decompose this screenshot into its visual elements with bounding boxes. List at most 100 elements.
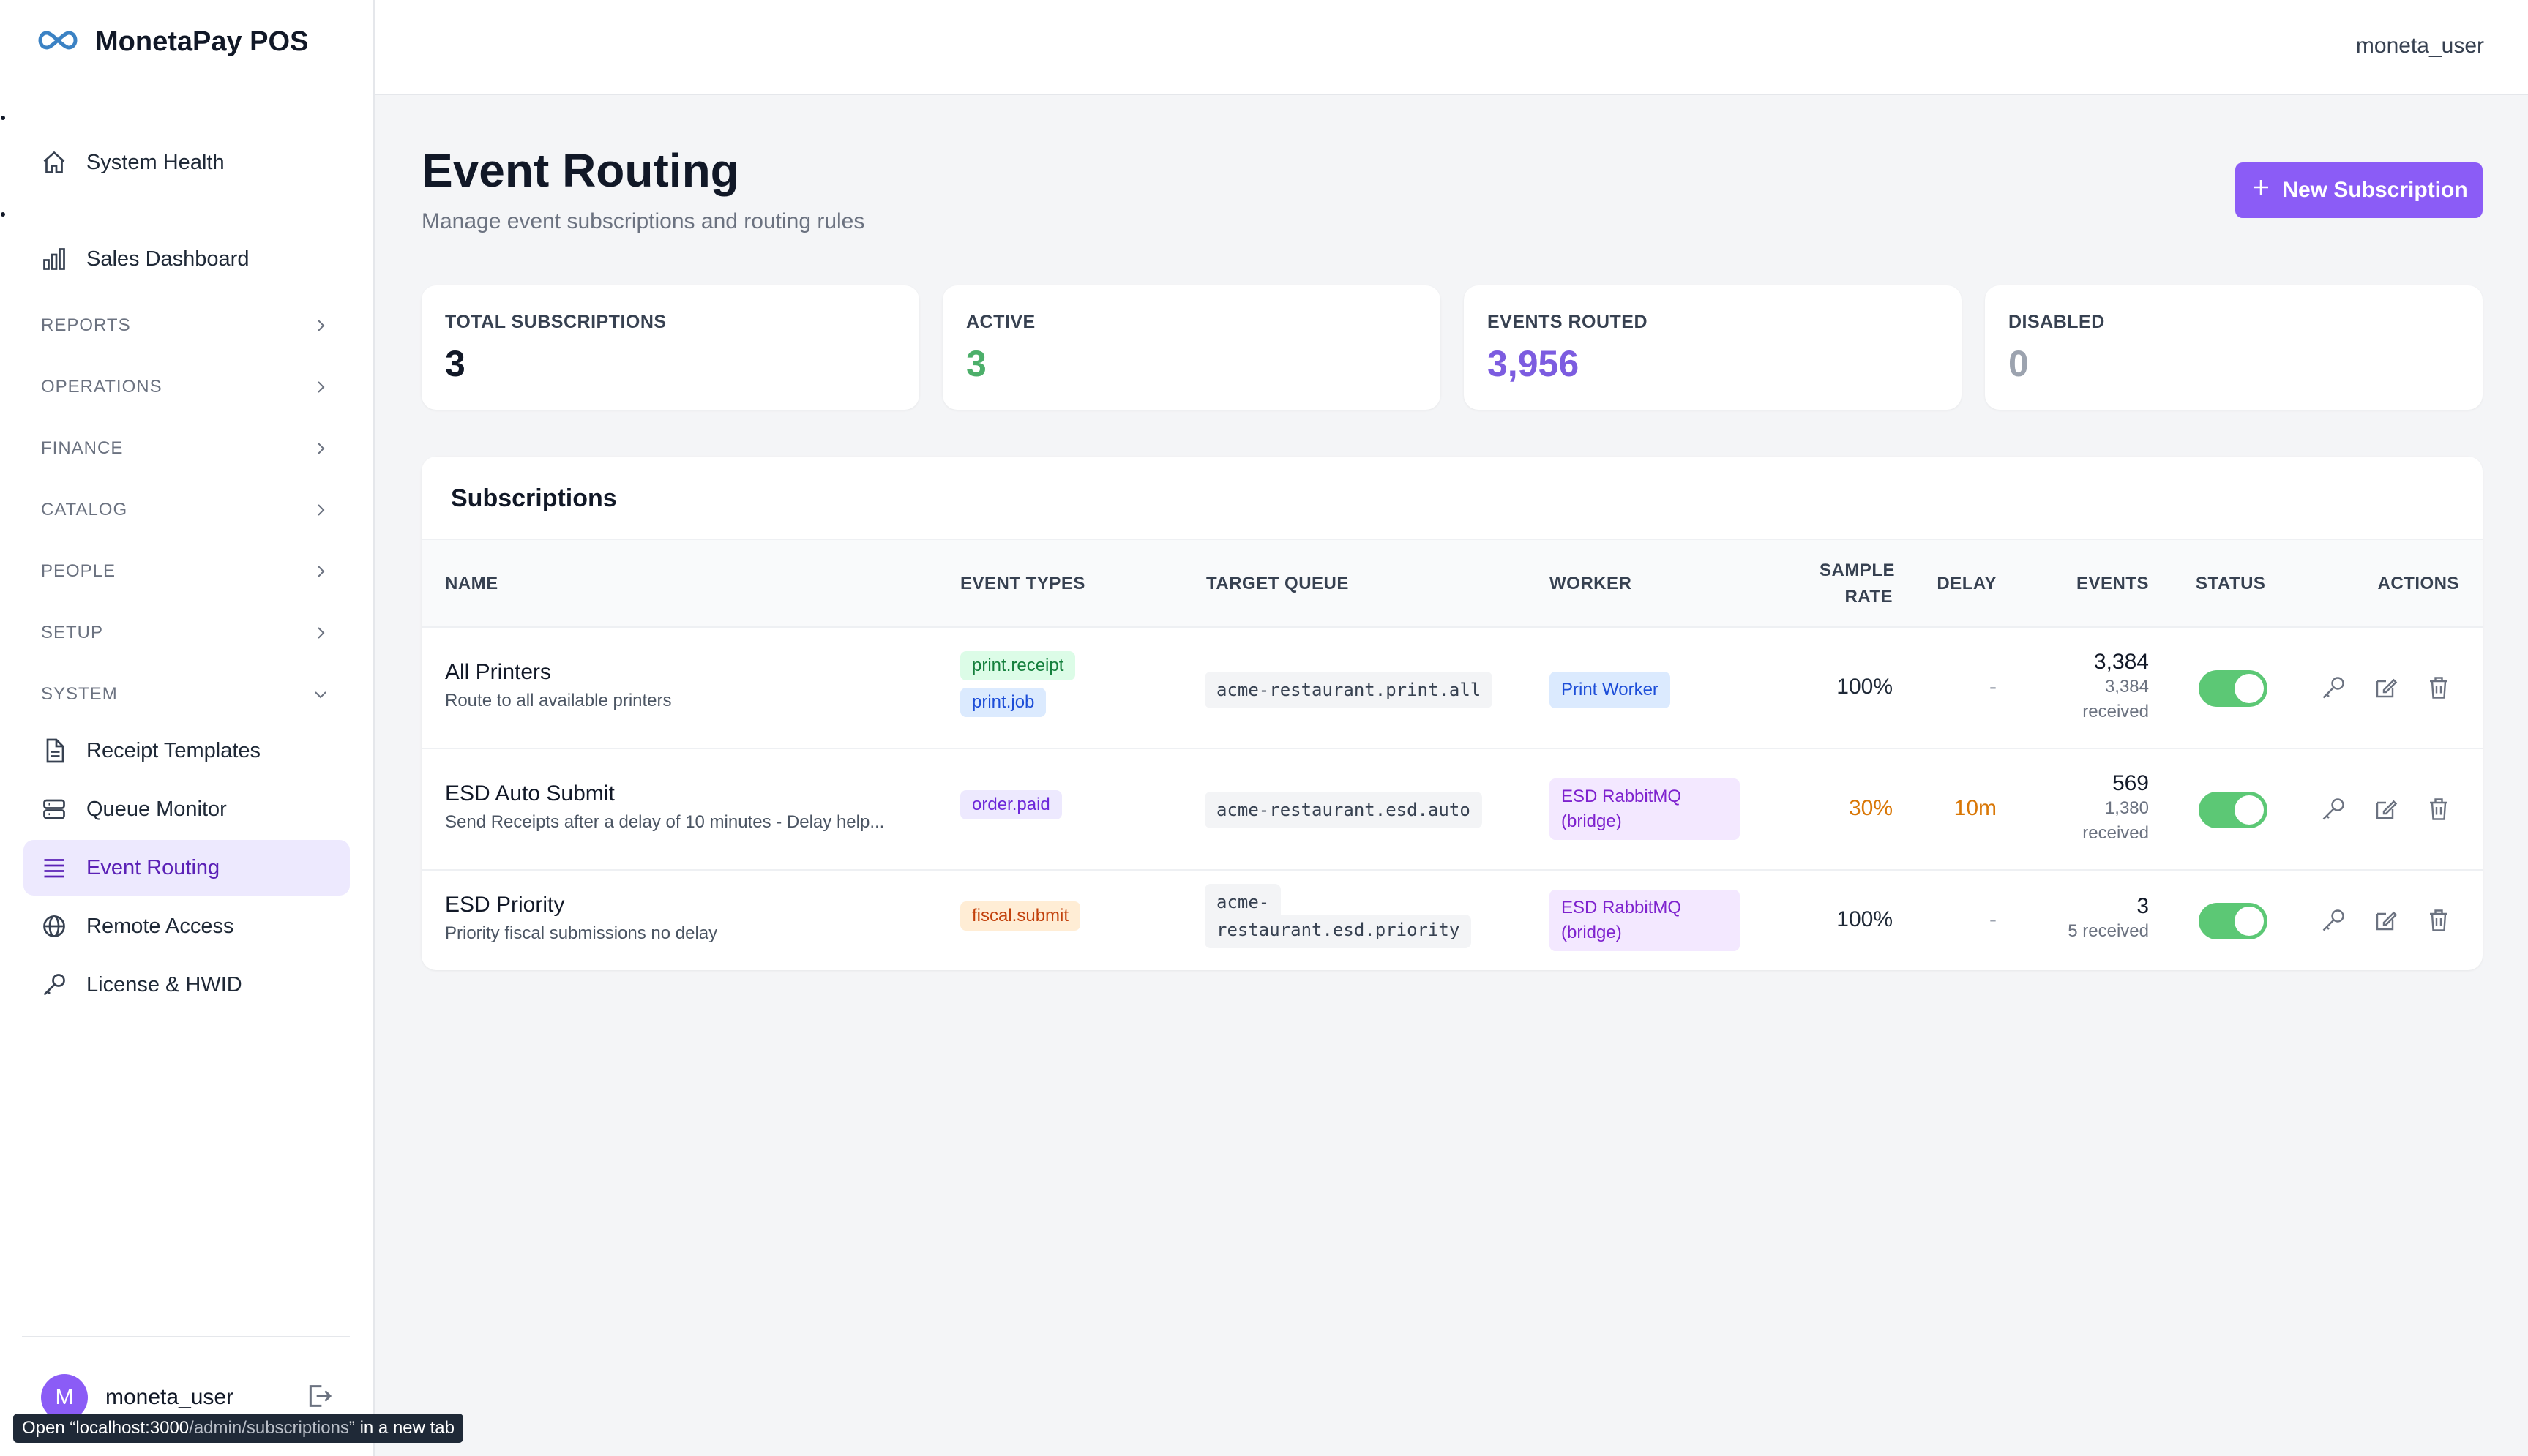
sidebar-item-label: Event Routing: [86, 855, 220, 879]
worker-line1: ESD RabbitMQ: [1561, 787, 1682, 806]
column-header-target-queue[interactable]: TARGET QUEUE: [1206, 574, 1349, 593]
sidebar-section-operations[interactable]: OPERATIONS: [41, 369, 334, 405]
sidebar-item-receipt-templates[interactable]: Receipt Templates: [23, 723, 350, 778]
infinity-icon: [35, 27, 81, 57]
sample-rate: 100%: [1836, 675, 1893, 699]
stat-value: 0: [2008, 343, 2029, 384]
worker-line1: ESD RabbitMQ: [1561, 898, 1682, 917]
sidebar-item-label: Remote Access: [86, 914, 234, 938]
table-row[interactable]: ESD Priority Priority fiscal submissions…: [422, 871, 2483, 970]
table-row[interactable]: ESD Auto Submit Send Receipts after a de…: [422, 749, 2483, 871]
subscriptions-card: Subscriptions NAME EVENT TYPES TARGET QU…: [422, 457, 2483, 970]
sidebar-section-reports[interactable]: REPORTS: [41, 307, 334, 344]
sidebar-item-sales-dashboard[interactable]: Sales Dashboard: [23, 231, 350, 287]
sidebar-item-queue-monitor[interactable]: Queue Monitor: [23, 781, 350, 837]
column-header-event-types[interactable]: EVENT TYPES: [960, 574, 1085, 593]
stat-active: ACTIVE 3: [943, 285, 1440, 410]
column-header-worker[interactable]: WORKER: [1549, 574, 1632, 593]
key-icon[interactable]: [2319, 673, 2348, 702]
page-title: Event Routing: [422, 144, 739, 197]
events-received: 3,384: [2104, 677, 2149, 697]
events-count: 569: [2112, 771, 2149, 795]
chevron-right-icon: [307, 620, 334, 646]
subscription-name[interactable]: ESD Priority: [445, 893, 565, 917]
stat-label: EVENTS ROUTED: [1487, 312, 1648, 332]
delay: -: [1989, 907, 1997, 931]
section-label: OPERATIONS: [41, 377, 162, 397]
stat-value: 3: [445, 343, 465, 384]
column-header-status[interactable]: STATUS: [2196, 574, 2266, 593]
subscription-description: Send Receipts after a delay of 10 minute…: [445, 812, 885, 832]
sidebar-section-catalog[interactable]: CATALOG: [41, 492, 334, 528]
trash-icon[interactable]: [2424, 795, 2453, 824]
actions-cell: [2319, 673, 2453, 702]
event-types-cell: fiscal.submit: [960, 901, 1081, 938]
divider: [22, 1336, 350, 1337]
stat-total-subscriptions: TOTAL SUBSCRIPTIONS 3: [422, 285, 919, 410]
chevron-down-icon: [307, 681, 334, 708]
marker-dot: [1, 116, 5, 120]
avatar[interactable]: M: [41, 1374, 88, 1421]
table-row[interactable]: All Printers Route to all available prin…: [422, 628, 2483, 749]
subscription-name-cell: ESD Priority Priority fiscal submissions…: [445, 893, 717, 944]
subscription-name[interactable]: ESD Auto Submit: [445, 781, 615, 806]
worker-cell: ESD RabbitMQ (bridge): [1549, 778, 1740, 840]
sample-rate: 30%: [1848, 796, 1893, 820]
logout-icon[interactable]: [304, 1381, 334, 1414]
trash-icon[interactable]: [2424, 906, 2453, 935]
table-header: NAME EVENT TYPES TARGET QUEUE WORKER SAM…: [422, 539, 2483, 628]
sample-rate: 100%: [1836, 907, 1893, 931]
sidebar-section-people[interactable]: PEOPLE: [41, 553, 334, 590]
events-count: 3: [2136, 894, 2149, 918]
edit-icon[interactable]: [2371, 795, 2401, 824]
worker-badge: Print Worker: [1549, 672, 1670, 708]
brand[interactable]: MonetaPay POS: [35, 26, 308, 58]
status-toggle[interactable]: [2199, 670, 2267, 707]
new-subscription-button[interactable]: New Subscription: [2235, 162, 2483, 218]
sidebar-section-finance[interactable]: FINANCE: [41, 430, 334, 467]
status-toggle[interactable]: [2199, 903, 2267, 939]
column-header-sample-rate[interactable]: SAMPLE RATE: [1820, 558, 1895, 610]
subscription-name[interactable]: All Printers: [445, 660, 552, 684]
topbar-user[interactable]: moneta_user: [2355, 34, 2484, 58]
events-count: 3,384: [2093, 650, 2149, 674]
events-cell: 3,384 3,384 received: [2032, 650, 2149, 724]
edit-icon[interactable]: [2371, 906, 2401, 935]
column-header-actions: ACTIONS: [2377, 574, 2459, 593]
chevron-right-icon: [307, 374, 334, 400]
status-toggle[interactable]: [2199, 792, 2267, 828]
stat-label: ACTIVE: [966, 312, 1036, 332]
status-cell: [2199, 792, 2267, 828]
tooltip-prefix: Open “localhost:3000: [22, 1418, 190, 1438]
target-queue: acme-restaurant.print.all: [1205, 672, 1493, 708]
chevron-right-icon: [307, 558, 334, 585]
events-received: 5 received: [2068, 921, 2149, 941]
sidebar-item-event-routing[interactable]: Event Routing: [23, 840, 350, 896]
tooltip-suffix: ” in a new tab: [348, 1418, 455, 1438]
target-queue-cell: acme-restaurant.print.all: [1205, 672, 1493, 708]
sidebar-item-remote-access[interactable]: Remote Access: [23, 898, 350, 954]
link-tooltip: Open “localhost:3000/admin/subscriptions…: [13, 1414, 464, 1443]
sidebar-item-license-hwid[interactable]: License & HWID: [23, 957, 350, 1013]
event-type-tag: print.receipt: [960, 651, 1076, 680]
key-icon[interactable]: [2319, 795, 2348, 824]
page-subtitle: Manage event subscriptions and routing r…: [422, 209, 865, 233]
column-header-delay[interactable]: DELAY: [1937, 574, 1997, 593]
edit-icon[interactable]: [2371, 673, 2401, 702]
sidebar-item-system-health[interactable]: System Health: [23, 135, 350, 190]
list-icon: [40, 853, 69, 882]
chevron-right-icon: [307, 312, 334, 339]
subscription-description: Priority fiscal submissions no delay: [445, 923, 718, 943]
sidebar-section-system[interactable]: SYSTEM: [41, 676, 334, 713]
sidebar-section-setup[interactable]: SETUP: [41, 615, 334, 651]
actions-cell: [2319, 795, 2453, 824]
key-icon[interactable]: [2319, 906, 2348, 935]
topbar: moneta_user: [375, 0, 2528, 95]
section-label: REPORTS: [41, 315, 131, 335]
events-received-label: received: [2082, 823, 2149, 843]
trash-icon[interactable]: [2424, 673, 2453, 702]
column-header-events[interactable]: EVENTS: [2076, 574, 2149, 593]
status-cell: [2199, 670, 2267, 707]
stat-value: 3,956: [1487, 343, 1579, 384]
column-header-name[interactable]: NAME: [445, 574, 498, 593]
